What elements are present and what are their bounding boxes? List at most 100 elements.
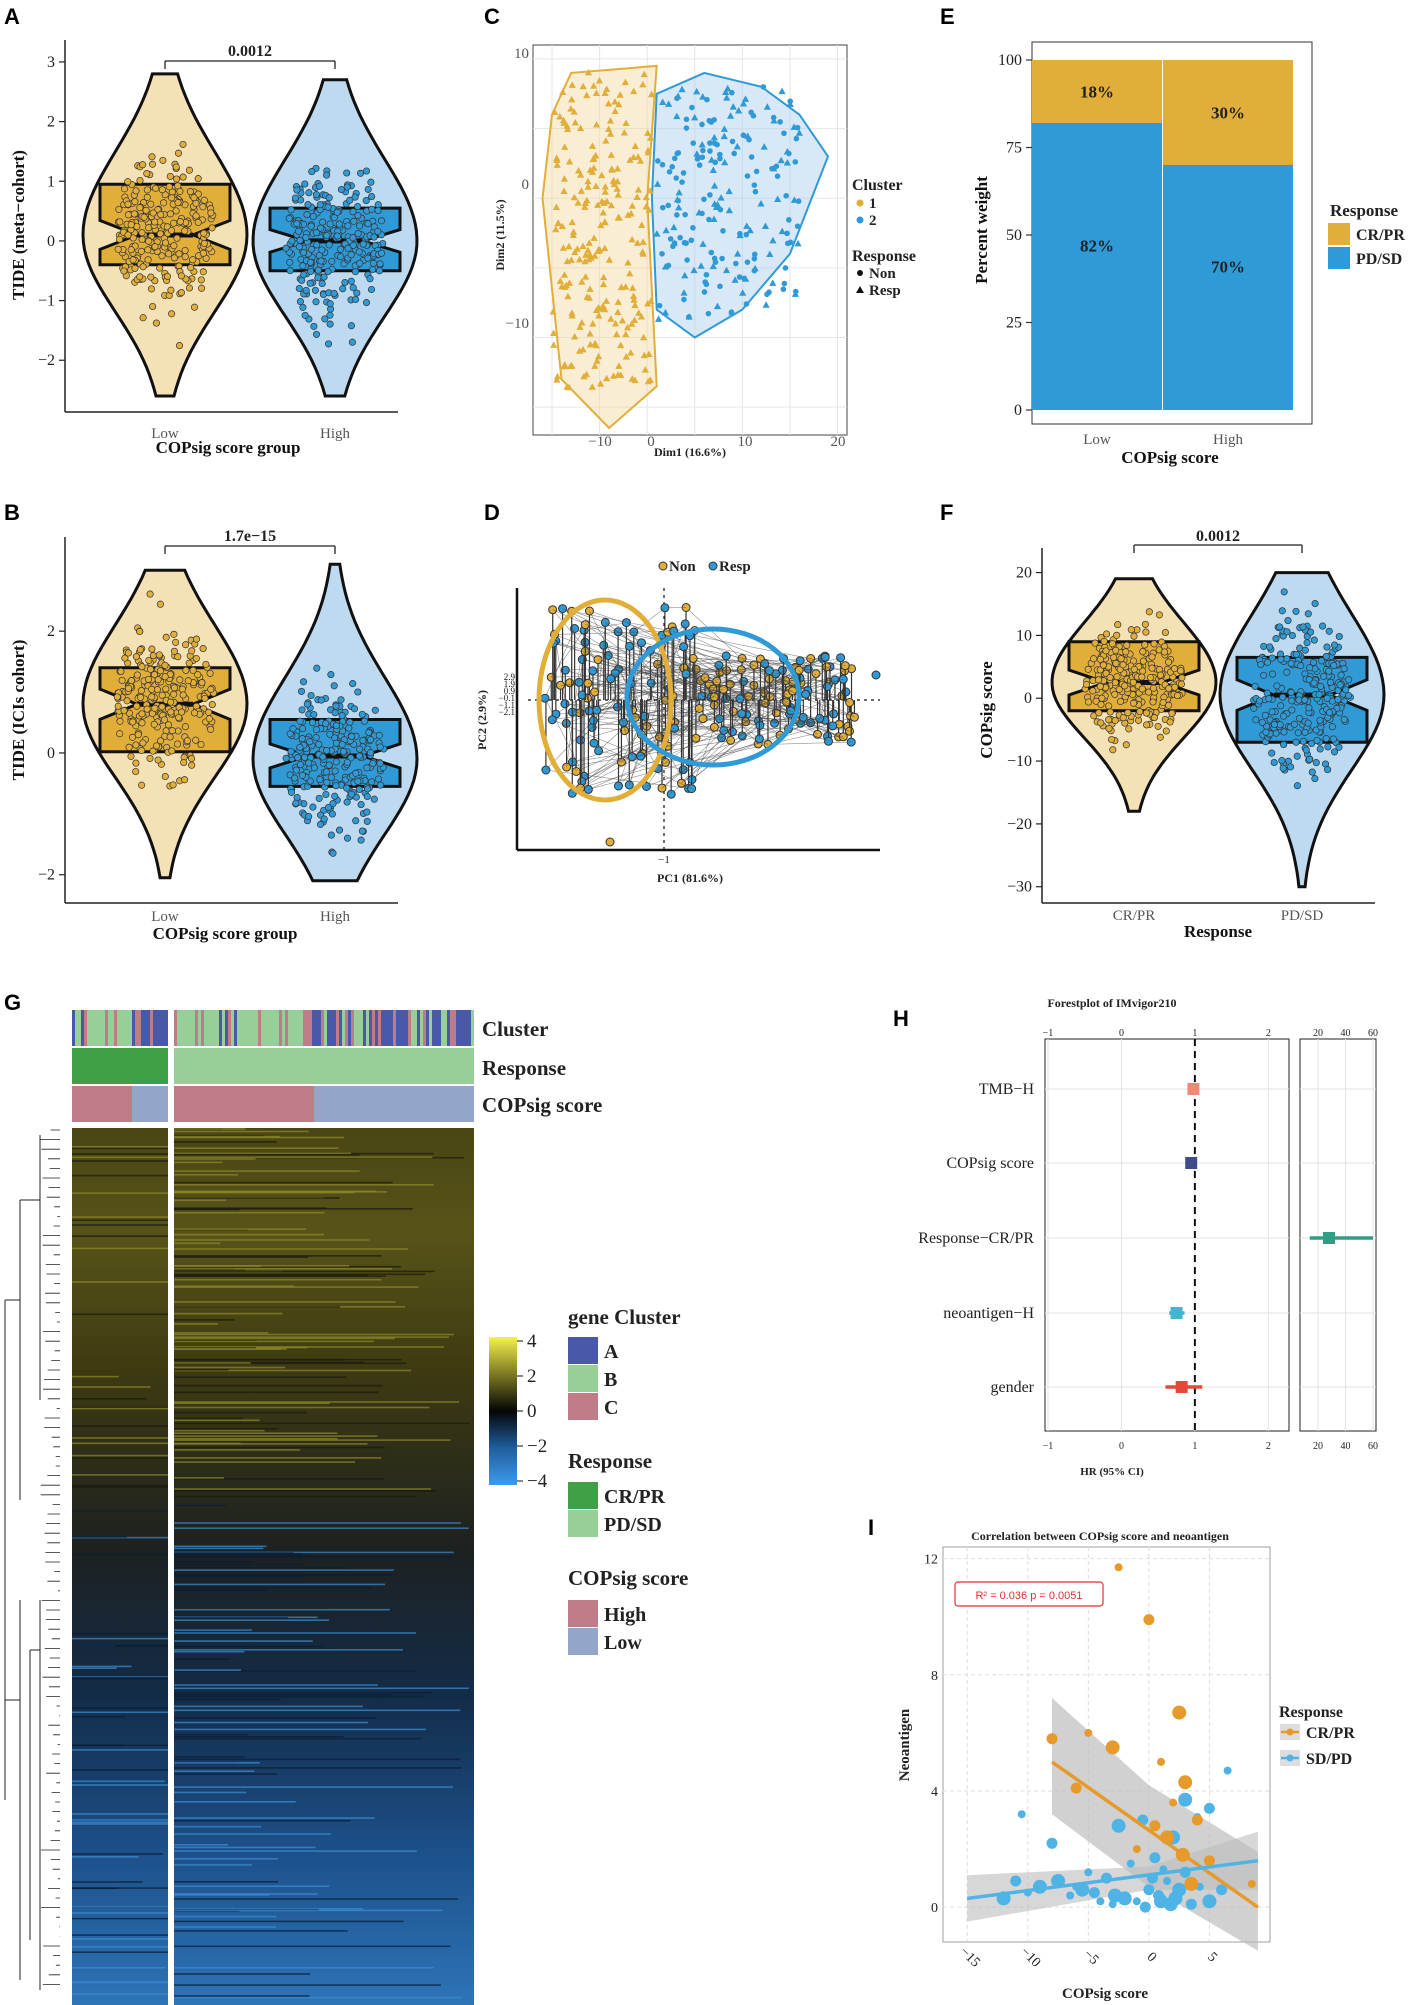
label-pdsd-0: 82% <box>1080 237 1114 256</box>
data-point <box>1279 764 1287 772</box>
cluster-track-cell <box>189 1010 192 1046</box>
point-cluster-2 <box>653 230 661 237</box>
data-point <box>172 638 180 646</box>
data-point <box>151 704 159 712</box>
heatmap-row <box>174 1885 330 1887</box>
point-cluster-2 <box>683 116 690 123</box>
data-point <box>1320 672 1328 680</box>
point-cluster-2 <box>795 129 803 136</box>
point-cluster-1 <box>640 70 648 78</box>
point-cluster-2 <box>667 236 674 242</box>
point-cluster-1 <box>616 91 624 98</box>
data-point <box>124 211 132 219</box>
data-point <box>147 273 155 281</box>
point-cluster-2 <box>748 154 755 160</box>
data-point <box>1318 657 1326 665</box>
data-point <box>120 185 129 193</box>
point-cluster-2 <box>703 271 710 278</box>
data-point <box>367 736 375 744</box>
data-point <box>153 742 161 750</box>
data-point <box>338 712 346 720</box>
heatmap-row <box>72 1749 168 1751</box>
data-point <box>149 209 157 217</box>
point-cluster-1 <box>639 80 647 88</box>
data-point <box>179 691 187 699</box>
ytick-fBody-1: 10 <box>1016 627 1032 644</box>
heatmap-row <box>174 1488 432 1490</box>
data-point <box>343 798 351 806</box>
heatmap-row <box>174 1301 396 1303</box>
point-cluster-1 <box>558 282 566 290</box>
point-cluster-1 <box>601 305 609 313</box>
data-point <box>163 272 172 280</box>
heatmap-row <box>72 1398 147 1400</box>
panel-h-bottom-tick-3: 2 <box>1266 1441 1271 1452</box>
point-cluster-2 <box>665 202 672 209</box>
copsig-track-high <box>72 1086 132 1122</box>
heatmap-row <box>174 1147 339 1149</box>
point-cluster-2 <box>680 289 688 296</box>
data-point <box>287 747 295 756</box>
heatmap-row <box>72 1667 117 1669</box>
cluster-track-cell <box>357 1010 360 1046</box>
heatmap-row <box>174 1649 403 1651</box>
cluster-track-cell <box>99 1010 102 1046</box>
data-point <box>117 667 125 676</box>
data-point <box>1308 739 1316 748</box>
data-point <box>116 730 124 738</box>
cluster-track-cell <box>351 1010 354 1046</box>
heatmap-row <box>174 1629 252 1631</box>
bar-crpr-high <box>1163 60 1293 165</box>
data-point <box>354 688 362 696</box>
data-point <box>176 218 184 226</box>
data-point <box>1090 655 1098 663</box>
data-point <box>145 656 153 664</box>
point-cluster-2 <box>681 271 689 279</box>
data-point <box>133 671 141 679</box>
panel-b-pvalue: 1.7e−15 <box>224 528 276 545</box>
heatmap-row <box>174 1278 382 1281</box>
point-cluster-1 <box>571 118 579 126</box>
data-point <box>292 799 300 807</box>
data-point <box>1316 716 1324 724</box>
data-point <box>1102 647 1110 655</box>
point-cluster-1 <box>592 121 601 128</box>
data-point <box>307 222 315 230</box>
data-point <box>1112 659 1120 667</box>
panel-c-xlabel: Dim1 (16.6%) <box>654 445 726 459</box>
point-cluster-2 <box>778 227 786 235</box>
point-cluster-1 <box>594 247 602 254</box>
data-point <box>1288 631 1296 640</box>
pca-point <box>795 656 805 666</box>
panel-h-top-rtick-2: 60 <box>1368 1028 1378 1039</box>
heatmap-row <box>174 1402 330 1405</box>
data-point <box>343 758 351 766</box>
link <box>566 740 731 768</box>
data-point <box>161 673 169 681</box>
link <box>596 689 724 711</box>
point-cluster-2 <box>752 188 759 195</box>
data-point <box>202 660 210 668</box>
data-point <box>181 227 189 235</box>
hr-0 <box>1187 1083 1200 1095</box>
point-cluster-1 <box>556 277 564 284</box>
data-point <box>1155 611 1163 619</box>
cluster-track-cell <box>135 1010 138 1046</box>
data-point <box>150 720 158 728</box>
cluster-track-cell <box>102 1010 105 1046</box>
point-cluster-1 <box>595 312 603 319</box>
data-point <box>352 817 360 825</box>
data-point <box>176 676 184 684</box>
data-point <box>1149 684 1158 692</box>
point-cluster-2 <box>793 135 800 142</box>
panel-i-xtick-0: −15 <box>957 1944 983 1970</box>
data-point <box>309 803 317 811</box>
point-cluster-2 <box>701 289 708 295</box>
point-cluster-1 <box>607 151 615 158</box>
data-point <box>313 664 321 672</box>
point-cluster-1 <box>614 308 622 316</box>
heatmap-row <box>174 1801 296 1803</box>
data-point <box>347 251 355 259</box>
data-point <box>330 682 338 690</box>
panel-b-xlabel: COPsig score group <box>153 924 298 943</box>
